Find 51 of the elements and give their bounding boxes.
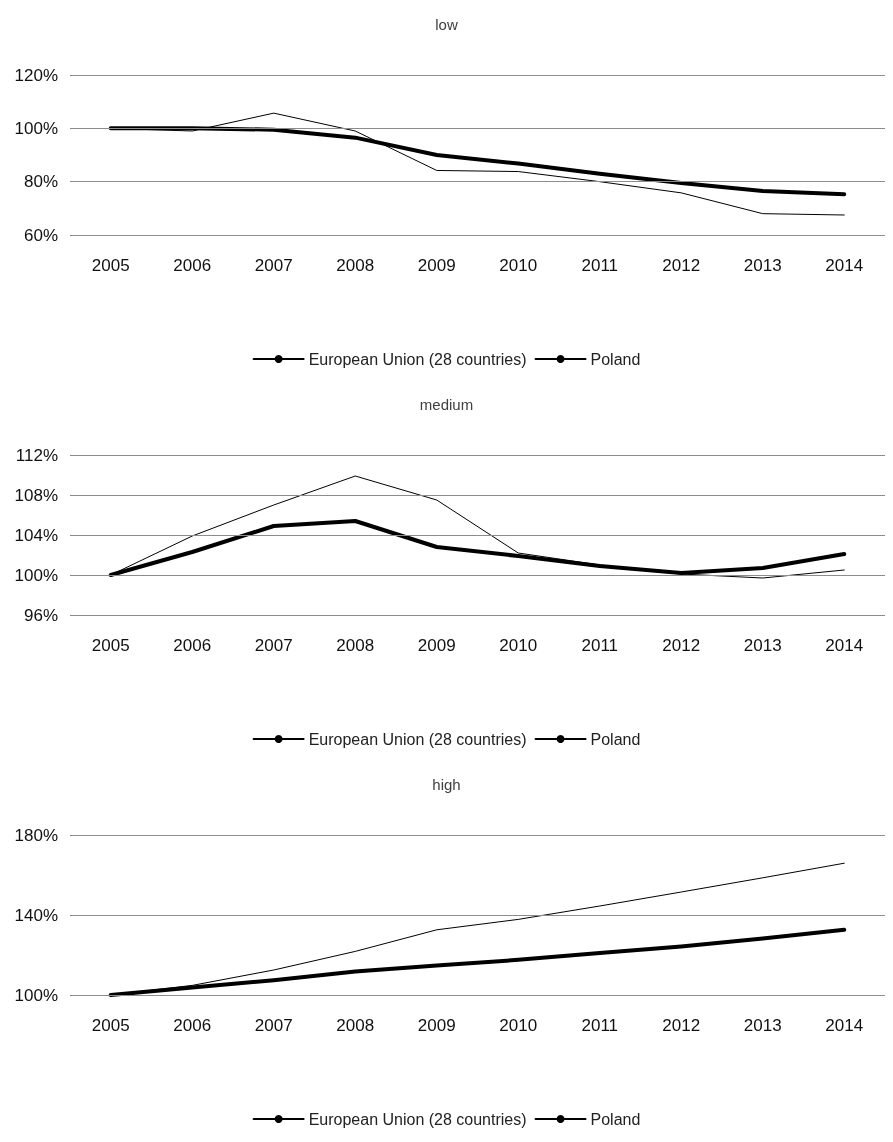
x-tick-label: 2014 (825, 636, 864, 655)
legend-label: European Union (28 countries) (308, 1110, 527, 1128)
y-tick-label: 60% (23, 225, 58, 245)
y-tick-label: 96% (23, 605, 58, 625)
x-tick-label: 2009 (417, 636, 456, 655)
y-tick-label: 100% (14, 118, 58, 138)
x-tick-label: 2006 (173, 636, 212, 655)
x-tick-label: 2010 (499, 636, 538, 655)
x-tick-label: 2010 (499, 256, 538, 275)
x-tick-label: 2005 (91, 256, 130, 275)
x-tick-label: 2006 (173, 1016, 212, 1035)
chart-title: medium (419, 396, 474, 413)
x-tick-label: 2012 (662, 636, 701, 655)
x-tick-label: 2005 (91, 636, 130, 655)
x-tick-label: 2007 (254, 1016, 293, 1035)
y-tick-label: 112% (15, 445, 58, 465)
x-tick-label: 2007 (254, 636, 293, 655)
x-tick-label: 2014 (825, 256, 864, 275)
x-tick-label: 2012 (662, 256, 701, 275)
x-tick-label: 2005 (91, 1016, 130, 1035)
x-tick-label: 2009 (417, 1016, 456, 1035)
y-tick-label: 100% (14, 985, 58, 1005)
x-tick-label: 2008 (336, 256, 375, 275)
x-tick-label: 2007 (254, 256, 293, 275)
x-tick-label: 2010 (499, 1016, 538, 1035)
x-tick-label: 2013 (743, 256, 782, 275)
legend-label: European Union (28 countries) (308, 730, 527, 748)
x-tick-label: 2011 (581, 256, 619, 275)
legend-label: Poland (590, 730, 641, 748)
chart-title: low (435, 16, 458, 33)
x-tick-label: 2014 (825, 1016, 864, 1035)
x-tick-label: 2011 (581, 1016, 619, 1035)
y-tick-label: 120% (14, 65, 58, 85)
x-tick-label: 2009 (417, 256, 456, 275)
y-tick-label: 100% (14, 565, 58, 585)
x-tick-label: 2011 (581, 636, 619, 655)
legend-label: European Union (28 countries) (308, 350, 527, 368)
x-tick-label: 2006 (173, 256, 212, 275)
y-tick-label: 108% (14, 485, 58, 505)
y-tick-label: 104% (14, 525, 58, 545)
x-tick-label: 2008 (336, 636, 375, 655)
legend-label: Poland (590, 1110, 641, 1128)
y-tick-label: 180% (14, 825, 58, 845)
x-tick-label: 2012 (662, 1016, 701, 1035)
chart-title: high (432, 776, 461, 793)
legend-label: Poland (590, 350, 641, 368)
x-tick-label: 2013 (743, 1016, 782, 1035)
y-tick-label: 140% (14, 905, 58, 925)
x-tick-label: 2008 (336, 1016, 375, 1035)
x-tick-label: 2013 (743, 636, 782, 655)
y-tick-label: 80% (23, 172, 58, 192)
